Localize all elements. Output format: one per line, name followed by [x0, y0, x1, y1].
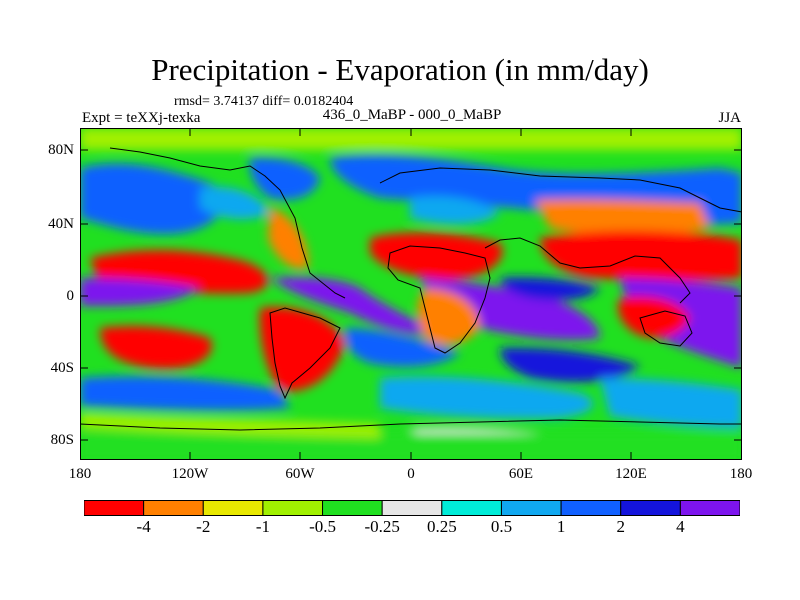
plot-title: Precipitation - Evaporation (in mm/day): [151, 52, 649, 87]
colorbar-label: -4: [136, 517, 151, 536]
colorbar-label: 4: [676, 517, 685, 536]
colorbar-box: [441, 500, 502, 516]
colorbar-box: [679, 500, 740, 516]
x-tick-label: 180: [68, 466, 92, 482]
y-tick-label: 0: [66, 288, 75, 304]
x-tick-label: 120W: [171, 466, 209, 482]
season-label: JJA: [718, 110, 741, 126]
colorbar-box: [500, 500, 562, 516]
y-tick-label: 80S: [50, 432, 74, 448]
stats-label: rmsd= 3.74137 diff= 0.0182404: [174, 94, 354, 109]
colorbar-label: -1: [255, 517, 270, 536]
precip-evap-map: [80, 128, 742, 460]
x-tick-label: 0: [407, 466, 415, 482]
x-tick-label: 120E: [615, 466, 647, 482]
colorbar-box: [620, 500, 681, 516]
x-tick-label: 60E: [508, 466, 534, 482]
colorbar-label: -0.25: [364, 517, 400, 536]
colorbar-label: 1: [556, 517, 566, 536]
colorbar-label: 0.5: [490, 517, 513, 536]
colorbar-box: [381, 500, 443, 516]
colorbar-box: [202, 500, 264, 516]
x-tick-label: 60W: [285, 466, 315, 482]
colorbar-box: [322, 500, 383, 516]
colorbar-label: -2: [196, 517, 211, 536]
colorbar-box: [84, 500, 145, 516]
y-tick-label: 40N: [48, 216, 74, 232]
colorbar-box: [143, 500, 204, 516]
colorbar-box: [560, 500, 622, 516]
colorbar: [84, 500, 740, 516]
colorbar-label: 2: [616, 517, 625, 536]
colorbar-box: [262, 500, 324, 516]
colorbar-label: -0.5: [309, 517, 336, 536]
axis-ticks: [80, 128, 742, 460]
y-tick-label: 40S: [50, 360, 74, 376]
comparison-label: 436_0_MaBP - 000_0_MaBP: [322, 107, 502, 123]
y-tick-label: 80N: [48, 142, 74, 158]
colorbar-label: 0.25: [426, 517, 457, 536]
experiment-label: Expt = teXXj-texka: [82, 110, 201, 126]
x-tick-label: 180: [729, 466, 753, 482]
